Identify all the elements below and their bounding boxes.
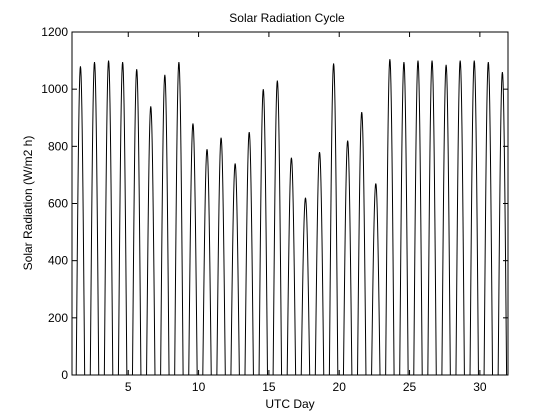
x-tick-label: 30 <box>473 380 487 394</box>
x-axis-label: UTC Day <box>265 397 314 411</box>
y-tick-label: 200 <box>48 311 68 325</box>
y-tick-label: 800 <box>48 139 68 153</box>
x-tick-label: 5 <box>125 380 132 394</box>
y-tick-label: 600 <box>48 197 68 211</box>
y-tick-label: 1000 <box>41 82 68 96</box>
x-tick-label: 25 <box>403 380 417 394</box>
y-axis: 0 200 400 600 800 1000 1200 <box>41 25 508 382</box>
y-axis-label: Solar Radiation (W/m2 h) <box>21 136 35 271</box>
chart-title: Solar Radiation Cycle <box>229 11 345 25</box>
y-tick-label: 1200 <box>41 25 68 39</box>
x-tick-label: 15 <box>262 380 276 394</box>
solar-radiation-series-line <box>72 59 508 376</box>
x-tick-label: 20 <box>333 380 347 394</box>
x-tick-label: 10 <box>192 380 206 394</box>
y-tick-label: 0 <box>61 368 68 382</box>
y-tick-label: 400 <box>48 254 68 268</box>
x-axis: 5 10 15 20 25 30 <box>125 32 487 394</box>
